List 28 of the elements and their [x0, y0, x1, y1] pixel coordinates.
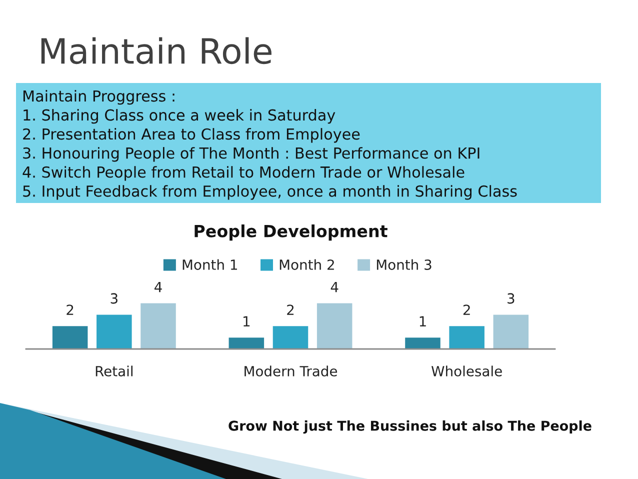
legend-label: Month 3 [376, 259, 432, 270]
bar [449, 326, 484, 349]
bar [493, 314, 529, 349]
data-label: 3 [110, 293, 118, 304]
chart-title: People Development [194, 224, 388, 241]
x-tick-label: Modern Trade [244, 366, 338, 376]
data-label: 1 [244, 316, 250, 326]
bar [140, 303, 176, 349]
data-label: 2 [287, 304, 294, 315]
bar [405, 338, 440, 349]
bar [272, 326, 308, 349]
data-label: 2 [463, 304, 470, 315]
data-label: 4 [330, 282, 338, 292]
data-label: 4 [154, 282, 162, 292]
text: Maintain Role [41, 37, 272, 64]
data-label: 3 [508, 293, 514, 304]
data-label: 2 [66, 304, 74, 315]
text: Maintain Proggress : 1. Sharing Class once a week in Saturday 2. Presentation Area to Class from Employee 3. Honouring People of The Month : Best Performance on KPI 4. Switch People from Retail to Modern Trade or Wholesale 5. Input Feedback from Employee, once a month in Sharing Class [22, 90, 517, 200]
x-tick-label: Retail [96, 366, 132, 376]
legend-label: Month 1 [182, 259, 237, 270]
text: Grow Not just The Bussines but also The People [228, 420, 592, 434]
legend-label: Month 2 [280, 259, 334, 270]
bar [316, 303, 352, 349]
x-tick-label: Wholesale [432, 366, 502, 376]
bar [52, 326, 88, 349]
data-label: 1 [420, 316, 426, 326]
bar [96, 314, 132, 349]
bar [228, 338, 264, 349]
